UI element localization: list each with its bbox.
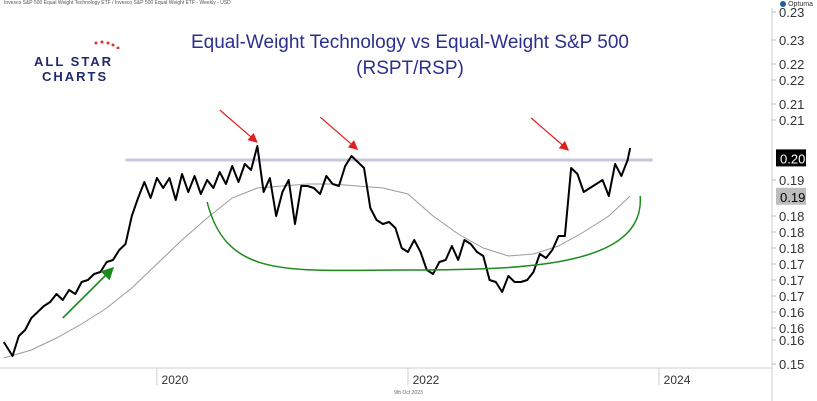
logo-line-2: CHARTS bbox=[42, 69, 109, 84]
y-tick-label-2: 0.22 bbox=[779, 57, 804, 72]
y-tick-label-0: 0.23 bbox=[779, 5, 804, 20]
y-tick-label-8: 0.18 bbox=[779, 225, 804, 240]
y-tick-label-10: 0.17 bbox=[779, 257, 804, 272]
x-tick-label-1: 2022 bbox=[413, 373, 440, 387]
x-tick-label-0: 2020 bbox=[162, 373, 189, 387]
y-tick-label-3: 0.22 bbox=[779, 73, 804, 88]
x-tick-label-2: 2024 bbox=[664, 373, 691, 387]
price-line bbox=[2, 145, 632, 357]
y-tick-label-12: 0.17 bbox=[779, 289, 804, 304]
y-tick-label-5: 0.21 bbox=[779, 113, 804, 128]
brand-mark: Optuma bbox=[780, 1, 813, 8]
y-tick-label-13: 0.16 bbox=[779, 305, 804, 320]
footer-date: 9th Oct 2023 bbox=[394, 390, 423, 396]
chart-title: Equal-Weight Technology vs Equal-Weight … bbox=[191, 32, 629, 53]
y-tick-label-11: 0.17 bbox=[779, 273, 804, 288]
last-price-label: 0.20 bbox=[780, 151, 805, 166]
uptrend-arrow bbox=[62, 266, 115, 319]
stars-arc-icon bbox=[94, 40, 120, 50]
rounding-bottom-arc bbox=[206, 195, 641, 272]
last-price-box bbox=[776, 149, 806, 167]
y-tick-label-15: 0.16 bbox=[779, 333, 804, 348]
all-star-charts-logo: ALL STAR CHARTS bbox=[34, 36, 130, 84]
y-tick-label-9: 0.18 bbox=[779, 241, 804, 256]
chart-subtitle: (RSPT/RSP) bbox=[356, 58, 464, 79]
ma-value-box bbox=[776, 187, 806, 205]
y-tick-label-14: 0.16 bbox=[779, 321, 804, 336]
ma-value-label: 0.19 bbox=[780, 190, 805, 205]
logo-line-1: ALL STAR bbox=[34, 54, 114, 69]
optuma-logo-icon bbox=[780, 1, 787, 7]
y-tick-label-16: 0.15 bbox=[779, 357, 804, 372]
y-tick-label-1: 0.23 bbox=[779, 33, 804, 48]
y-tick-label-4: 0.21 bbox=[779, 97, 804, 112]
chart-title-block: Equal-Weight Technology vs Equal-Weight … bbox=[190, 30, 630, 82]
y-tick-label-6: 0.19 bbox=[779, 173, 804, 188]
instrument-caption: Invesco S&P 500 Equal Weight Technology … bbox=[4, 0, 231, 6]
moving-average-line bbox=[3, 183, 631, 359]
top-marker-arrow-2 bbox=[530, 117, 570, 151]
brand-label: Optuma bbox=[788, 1, 813, 8]
y-tick-label-7: 0.18 bbox=[779, 209, 804, 224]
top-marker-arrow-0 bbox=[219, 109, 258, 143]
top-marker-arrow-1 bbox=[319, 116, 359, 150]
